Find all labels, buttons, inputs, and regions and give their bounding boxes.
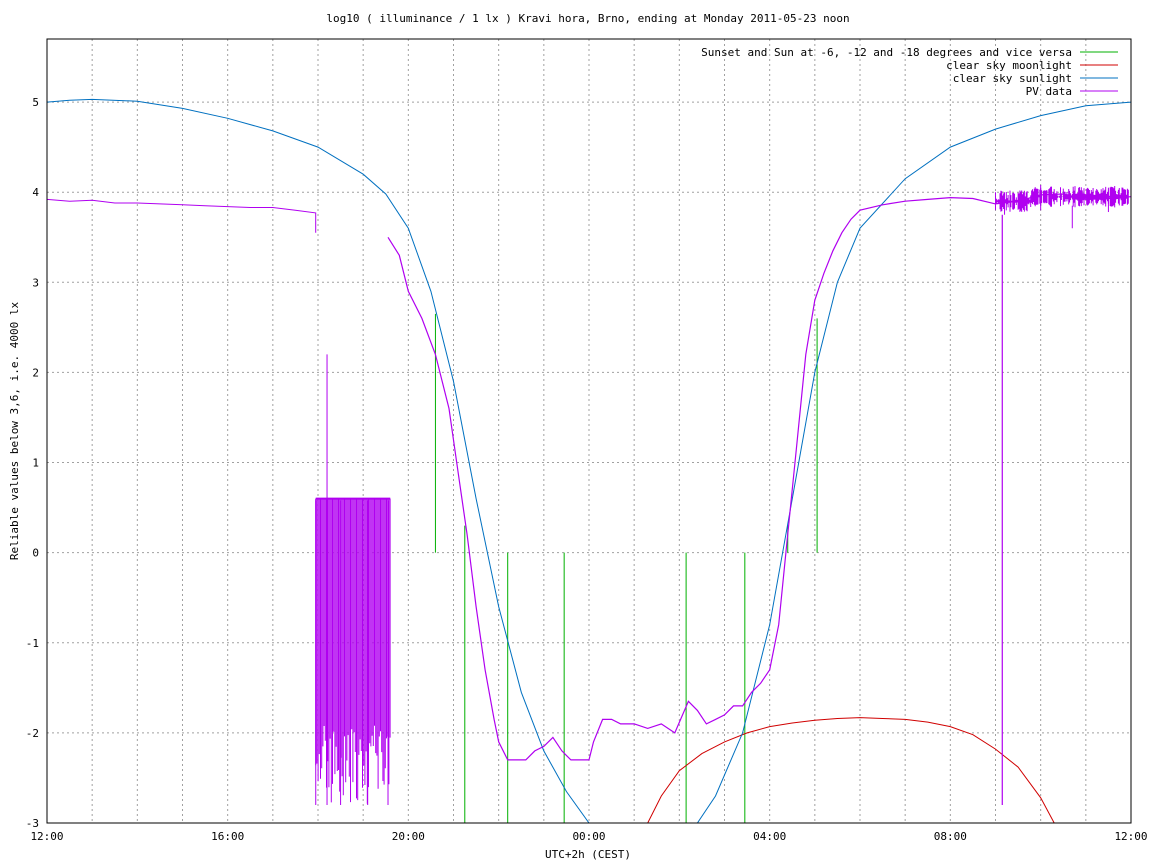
legend-label: clear sky sunlight bbox=[953, 72, 1072, 85]
x-tick-label: 04:00 bbox=[753, 830, 786, 843]
y-tick-label: 5 bbox=[32, 96, 39, 109]
x-tick-label: 20:00 bbox=[392, 830, 425, 843]
x-axis-label: UTC+2h (CEST) bbox=[545, 848, 631, 861]
legend-label: PV data bbox=[1026, 85, 1072, 98]
y-axis-label: Reliable values below 3,6, i.e. 4000 lx bbox=[8, 301, 21, 560]
y-tick-label: -3 bbox=[26, 817, 39, 830]
grid bbox=[46, 39, 1132, 824]
x-tick-label: 12:00 bbox=[1114, 830, 1147, 843]
x-tick-label: 00:00 bbox=[572, 830, 605, 843]
pv-line-day bbox=[47, 198, 317, 233]
series-line bbox=[647, 717, 1055, 823]
x-tick-label: 16:00 bbox=[211, 830, 244, 843]
y-tick-label: 3 bbox=[32, 276, 39, 289]
legend-label: clear sky moonlight bbox=[946, 59, 1072, 72]
plot-area bbox=[47, 98, 1131, 823]
x-tick-label: 12:00 bbox=[30, 830, 63, 843]
y-tick-label: 4 bbox=[32, 186, 39, 199]
pv-line-night bbox=[387, 193, 1131, 761]
x-tick-label: 08:00 bbox=[934, 830, 967, 843]
legend: Sunset and Sun at -6, -12 and -18 degree… bbox=[701, 46, 1118, 98]
plot-frame bbox=[46, 38, 1132, 824]
chart-title: log10 ( illuminance / 1 lx ) Kravi hora,… bbox=[326, 12, 849, 25]
y-tick-label: 0 bbox=[32, 547, 39, 560]
y-tick-label: -1 bbox=[26, 637, 39, 650]
y-tick-label: -2 bbox=[26, 727, 39, 740]
pv-jitter bbox=[995, 186, 1129, 212]
series-line bbox=[47, 98, 1131, 823]
y-tick-label: 1 bbox=[32, 457, 39, 470]
legend-label: Sunset and Sun at -6, -12 and -18 degree… bbox=[701, 46, 1072, 59]
series-group bbox=[47, 98, 1131, 823]
y-tick-label: 2 bbox=[32, 366, 39, 379]
